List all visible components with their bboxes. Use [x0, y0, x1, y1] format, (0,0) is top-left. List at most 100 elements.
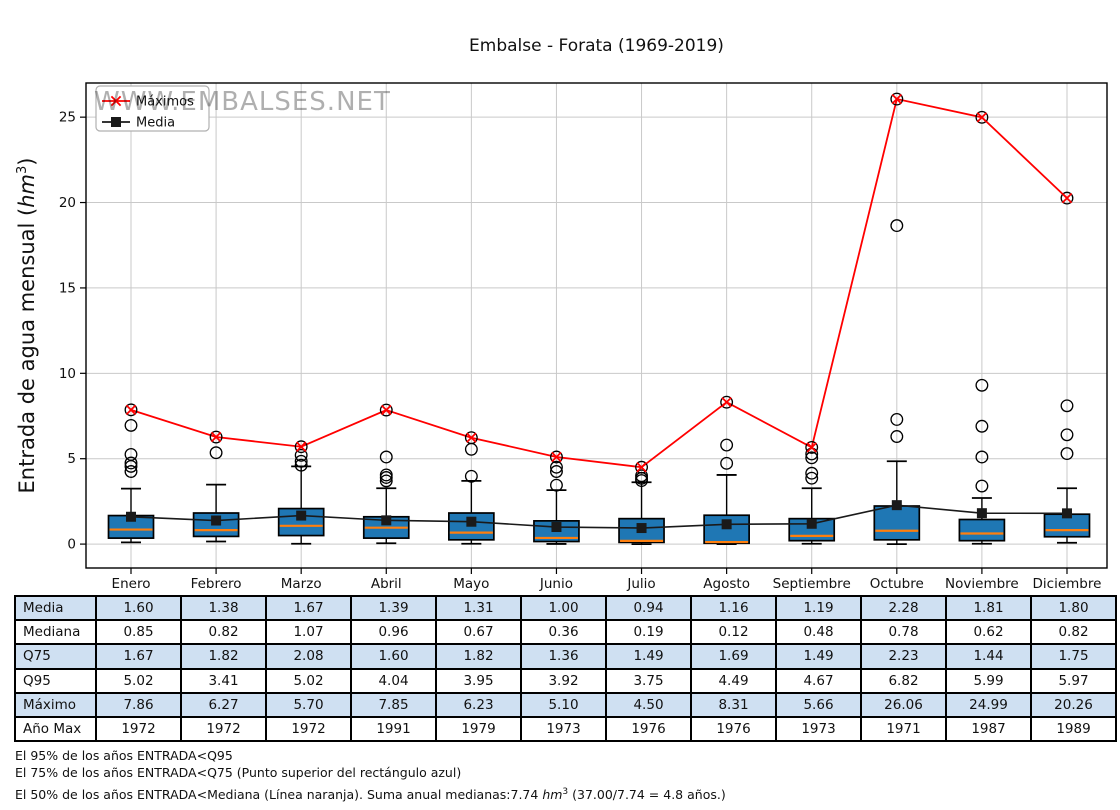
table-cell: 1991	[350, 715, 437, 743]
legend-label-maximos: Máximos	[136, 95, 194, 110]
table-cell: 20.26	[1030, 691, 1117, 718]
table-cell: 4.67	[775, 667, 862, 694]
svg-text:5: 5	[67, 451, 76, 467]
svg-text:Octubre: Octubre	[870, 576, 924, 592]
table-cell: 1.80	[1030, 594, 1117, 622]
svg-text:Febrero: Febrero	[191, 576, 242, 592]
table-cell: 1.07	[265, 619, 352, 646]
table-cell: 0.67	[435, 619, 522, 646]
watermark: WWW.EMBALSES.NET	[94, 87, 391, 117]
table-cell: 5.02	[265, 667, 352, 694]
row-label: Media	[14, 594, 97, 622]
table-cell: 5.99	[945, 667, 1032, 694]
media-marker	[126, 511, 136, 522]
maximo-marker	[890, 92, 904, 106]
table-row-media: Media 1.60 1.38 1.67 1.39 1.31 1.00 0.94 1.16 1.1…	[14, 594, 1117, 622]
svg-text:Julio: Julio	[626, 576, 655, 592]
svg-text:Agosto: Agosto	[703, 576, 750, 592]
footnote-mediana-sup: 3	[562, 787, 569, 797]
series-media	[126, 500, 1072, 534]
svg-text:15: 15	[59, 280, 76, 296]
table-cell: 1987	[945, 715, 1032, 743]
svg-text:10: 10	[59, 366, 76, 382]
table-cell: 0.36	[520, 619, 607, 646]
media-marker	[381, 515, 392, 526]
svg-text:Septiembre: Septiembre	[773, 576, 851, 592]
table-cell: 0.94	[605, 594, 692, 622]
table-cell: 0.62	[945, 619, 1032, 646]
svg-text:20: 20	[59, 195, 76, 211]
table-row-q95: Q95 5.02 3.41 5.02 4.04 3.95 3.92 3.75 4.49 4.67 6…	[14, 667, 1117, 694]
table-cell: 1.67	[95, 643, 182, 670]
svg-text:Marzo: Marzo	[281, 576, 322, 592]
maximo-marker	[720, 395, 734, 409]
svg-text:Abril: Abril	[371, 576, 402, 592]
table-cell: 4.49	[690, 667, 777, 694]
svg-text:25: 25	[59, 110, 76, 126]
media-marker	[636, 523, 647, 534]
table-cell: 1.00	[520, 594, 607, 622]
table-cell: 7.85	[350, 691, 437, 718]
row-label: Q95	[14, 667, 97, 694]
table-cell: 1972	[265, 715, 352, 743]
media-marker	[466, 516, 477, 527]
svg-text:Enero: Enero	[112, 576, 151, 592]
outlier-point	[294, 448, 308, 462]
footnote-mediana-text: El 50% de los años ENTRADA<Mediana (Líne…	[15, 787, 543, 803]
table-cell: 1971	[860, 715, 947, 743]
outlier-point	[805, 451, 819, 465]
outlier-point	[890, 430, 904, 443]
media-marker	[721, 519, 732, 530]
svg-text:Noviembre: Noviembre	[945, 576, 1019, 592]
outlier-point	[1060, 428, 1074, 442]
footnote-mediana: El 50% de los años ENTRADA<Mediana (Líne…	[15, 784, 726, 803]
outlier-point	[975, 378, 989, 392]
table-cell: 2.08	[265, 643, 352, 670]
table-cell: 24.99	[945, 691, 1032, 718]
boxplot-chart: 0 5 10 15 20 25 Enero Febrero Marzo Abril Mayo Juni…	[15, 82, 1108, 592]
outlier-point	[294, 454, 308, 468]
table-cell: 1.39	[350, 594, 437, 622]
table-cell: 1.49	[605, 643, 692, 670]
svg-text:Diciembre: Diciembre	[1033, 576, 1102, 592]
series-maximos	[124, 92, 1074, 474]
media-marker	[976, 508, 987, 519]
table-cell: 1989	[1030, 715, 1117, 743]
svg-text:0: 0	[67, 537, 76, 553]
outlier-point	[890, 219, 904, 233]
outlier-point	[1060, 399, 1074, 413]
table-cell: 0.82	[1030, 619, 1117, 646]
table-cell: 26.06	[860, 691, 947, 718]
outlier-point	[890, 412, 904, 426]
stats-table: Media 1.60 1.38 1.67 1.39 1.31 1.00 0.94 1.16 1.1…	[14, 594, 1117, 743]
outlier-point	[124, 465, 138, 478]
maximo-marker	[124, 403, 138, 417]
table-cell: 1972	[180, 715, 267, 743]
row-label: Mediana	[14, 619, 97, 646]
maximo-marker	[379, 403, 393, 417]
outlier-point	[1060, 447, 1074, 461]
table-cell: 1.16	[690, 594, 777, 622]
table-cell: 1.19	[775, 594, 862, 622]
table-cell: 1.44	[945, 643, 1032, 670]
table-cell: 4.50	[605, 691, 692, 718]
table-cell: 5.70	[265, 691, 352, 718]
table-row-mediana: Mediana 0.85 0.82 1.07 0.96 0.67 0.36 0.19 0.12 0…	[14, 619, 1117, 646]
table-cell: 1972	[95, 715, 182, 743]
media-marker	[1061, 508, 1072, 519]
footnote-mediana-tail: (37.00/7.74 = 4.8 años.)	[568, 787, 726, 803]
table-cell: 0.48	[775, 619, 862, 646]
table-cell: 5.10	[520, 691, 607, 718]
table-cell: 1.38	[180, 594, 267, 622]
outlier-point	[805, 471, 819, 485]
outlier-point	[975, 450, 989, 464]
table-cell: 3.95	[435, 667, 522, 694]
box-Noviembre	[958, 518, 1006, 542]
table-cell: 1.81	[945, 594, 1032, 622]
table-row-máximo: Máximo 7.86 6.27 5.70 7.85 6.23 5.10 4.50 8.31 5.…	[14, 691, 1117, 718]
y-axis-title: Entrada de agua mensual (hm3)	[15, 158, 39, 494]
media-marker	[891, 500, 902, 511]
table-row-año-max: Año Max 1972 1972 1972 1991 1979 1973 1976 1976 1…	[14, 715, 1117, 743]
table-cell: 1973	[520, 715, 607, 743]
row-label: Año Max	[14, 715, 97, 743]
